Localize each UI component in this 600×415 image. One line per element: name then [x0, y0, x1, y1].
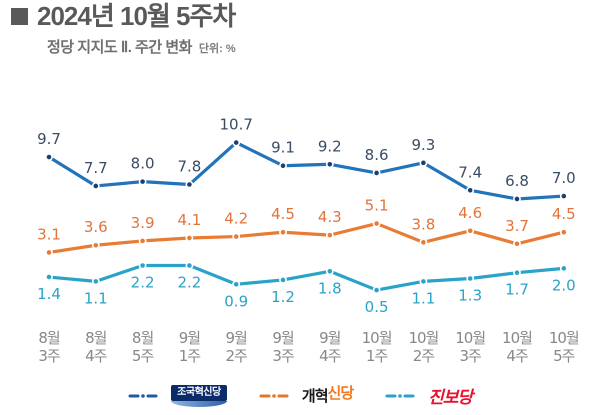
jinbo-line-sample-icon: [385, 392, 415, 400]
legend-item-jokuk: 조국혁신당: [128, 384, 227, 407]
svg-text:1.1: 1.1: [84, 289, 108, 307]
svg-text:4주: 4주: [506, 347, 528, 365]
chart-subtitle: 정당 지지도 Ⅱ. 주간 변화: [47, 39, 192, 56]
svg-text:9월: 9월: [179, 329, 201, 347]
svg-text:4주: 4주: [85, 347, 107, 365]
svg-text:0.5: 0.5: [365, 298, 389, 316]
svg-text:3.8: 3.8: [411, 215, 435, 233]
gaehyeok-logo-right: 신당: [327, 385, 355, 402]
svg-text:9월: 9월: [226, 329, 248, 347]
svg-text:4.5: 4.5: [552, 205, 576, 223]
svg-text:3주: 3주: [272, 347, 294, 365]
svg-text:8월: 8월: [85, 329, 107, 347]
svg-text:10월: 10월: [502, 329, 532, 347]
svg-text:8.0: 8.0: [131, 155, 155, 173]
legend-item-jinbo: 진보당: [385, 383, 473, 408]
svg-text:10월: 10월: [408, 329, 438, 347]
svg-text:0.9: 0.9: [224, 292, 248, 310]
svg-text:1.8: 1.8: [318, 279, 342, 297]
svg-text:1.1: 1.1: [411, 289, 435, 307]
svg-text:7.0: 7.0: [552, 169, 576, 187]
legend-item-gaehyeok: 개혁신당: [259, 385, 355, 406]
svg-text:10월: 10월: [549, 329, 579, 347]
svg-text:4.2: 4.2: [224, 210, 248, 228]
jokuk-party-logo-label: 조국혁신당: [170, 384, 227, 401]
svg-text:7.7: 7.7: [84, 159, 108, 177]
gaehyeok-logo-left: 개혁: [301, 388, 329, 405]
svg-text:3주: 3주: [460, 347, 482, 365]
subtitle-row: 정당 지지도 Ⅱ. 주간 변화 단위: %: [47, 36, 236, 57]
gaehyeok-line-sample-icon: [259, 392, 289, 400]
svg-text:3.7: 3.7: [505, 217, 529, 235]
jokuk-logo-swoosh: [170, 400, 227, 407]
svg-text:5주: 5주: [553, 347, 575, 365]
svg-text:3주: 3주: [38, 347, 60, 365]
svg-text:10월: 10월: [362, 329, 392, 347]
svg-text:5.1: 5.1: [365, 197, 389, 215]
svg-text:10.7: 10.7: [219, 116, 252, 134]
svg-text:8월: 8월: [38, 329, 60, 347]
svg-text:2주: 2주: [413, 347, 435, 365]
svg-text:8.6: 8.6: [365, 146, 389, 164]
svg-text:1.4: 1.4: [37, 285, 61, 303]
jokuk-line-sample-icon: [128, 392, 158, 400]
svg-text:9월: 9월: [319, 329, 341, 347]
header: 2024년 10월 5주차 정당 지지도 Ⅱ. 주간 변화 단위: %: [11, 2, 236, 57]
svg-text:1주: 1주: [179, 347, 201, 365]
svg-text:4.3: 4.3: [318, 208, 342, 226]
svg-text:9.7: 9.7: [37, 130, 61, 148]
svg-text:1주: 1주: [366, 347, 388, 365]
title-row: 2024년 10월 5주차: [11, 2, 236, 30]
chart-legend: 조국혁신당 개혁신당: [0, 383, 600, 408]
svg-text:2.0: 2.0: [552, 276, 576, 294]
svg-text:6.8: 6.8: [505, 172, 529, 190]
svg-text:4.5: 4.5: [271, 205, 295, 223]
svg-text:4.6: 4.6: [458, 204, 482, 222]
svg-text:7.4: 7.4: [458, 163, 482, 181]
svg-text:10월: 10월: [455, 329, 485, 347]
svg-text:9월: 9월: [272, 329, 294, 347]
svg-text:9.3: 9.3: [411, 136, 435, 154]
svg-text:3.1: 3.1: [37, 225, 61, 243]
jinbo-party-logo: 진보당: [428, 388, 473, 407]
svg-text:1.2: 1.2: [271, 288, 295, 306]
svg-text:2주: 2주: [226, 347, 248, 365]
svg-text:3.6: 3.6: [84, 218, 108, 236]
page-title: 2024년 10월 5주차: [37, 1, 236, 31]
svg-text:1.7: 1.7: [505, 281, 529, 299]
svg-text:8월: 8월: [132, 329, 154, 347]
svg-text:2.2: 2.2: [131, 273, 155, 291]
svg-text:4.1: 4.1: [177, 211, 201, 229]
svg-text:5주: 5주: [132, 347, 154, 365]
title-bullet-square: [11, 7, 28, 25]
jokuk-party-logo: 조국혁신당: [170, 384, 227, 407]
svg-text:4주: 4주: [319, 347, 341, 365]
gaehyeok-party-logo: 개혁신당: [301, 385, 355, 406]
svg-text:2.2: 2.2: [177, 273, 201, 291]
svg-text:9.1: 9.1: [271, 139, 295, 157]
svg-text:3.9: 3.9: [131, 214, 155, 232]
svg-text:9.2: 9.2: [318, 137, 342, 155]
unit-label: 단위: %: [198, 43, 236, 55]
svg-text:7.8: 7.8: [177, 158, 201, 176]
svg-text:1.3: 1.3: [458, 287, 482, 305]
